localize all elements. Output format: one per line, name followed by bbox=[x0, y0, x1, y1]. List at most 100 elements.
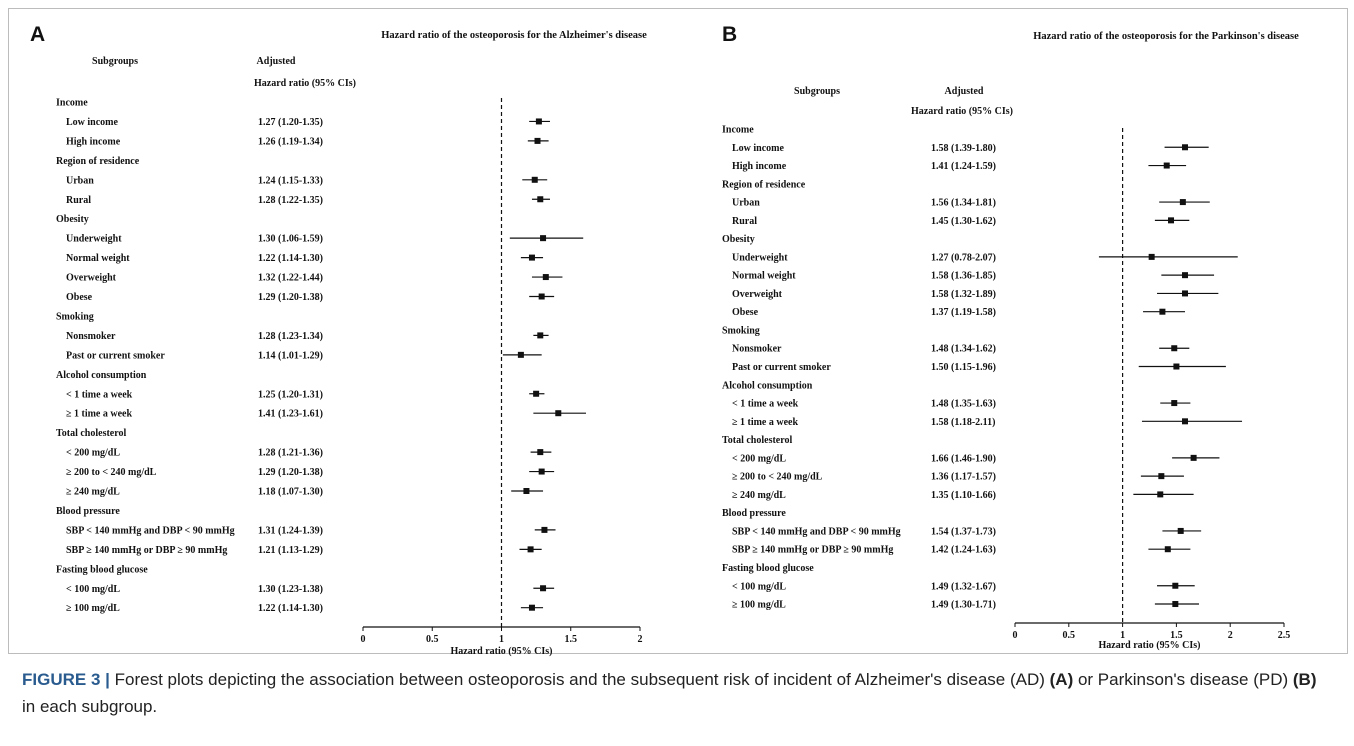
panel-b-row-label: Underweight bbox=[732, 252, 788, 263]
panel-b-row-label: Rural bbox=[732, 216, 757, 227]
panel-a-row-value: 1.25 (1.20-1.31) bbox=[258, 389, 323, 400]
panel-a-row-value: 1.31 (1.24-1.39) bbox=[258, 525, 323, 536]
panel-b-row-label: < 100 mg/dL bbox=[732, 581, 786, 592]
panel-b-group-header: Region of residence bbox=[722, 179, 806, 190]
panel-b-point-estimate bbox=[1173, 363, 1180, 370]
panel-b-row-value: 1.36 (1.17-1.57) bbox=[931, 472, 996, 483]
panel-a-point-estimate bbox=[528, 604, 535, 611]
panel-a-row-value: 1.27 (1.20-1.35) bbox=[258, 117, 323, 128]
panel-b-row-label: SBP < 140 mmHg and DBP < 90 mmHg bbox=[732, 526, 901, 537]
panel-a-point-estimate bbox=[537, 449, 544, 456]
panel-a-row-value: 1.29 (1.20-1.38) bbox=[258, 467, 323, 478]
panel-b-x-tick-label: 2.5 bbox=[1278, 630, 1291, 641]
panel-b-row-value: 1.58 (1.32-1.89) bbox=[931, 289, 996, 300]
panel-a-point-estimate bbox=[535, 118, 542, 125]
panel-b-row-label: Normal weight bbox=[732, 271, 796, 282]
panel-a-row-value: 1.24 (1.15-1.33) bbox=[258, 175, 323, 186]
panel-a-row-label: Rural bbox=[66, 195, 91, 206]
panel-a-row-value: 1.30 (1.23-1.38) bbox=[258, 584, 323, 595]
figure-caption: FIGURE 3 | Forest plots depicting the as… bbox=[22, 666, 1332, 720]
panel-a-row-label: Nonsmoker bbox=[66, 331, 116, 342]
panel-a-row-value: 1.22 (1.14-1.30) bbox=[258, 603, 323, 614]
panel-a-point-estimate bbox=[523, 488, 530, 494]
panel-a-row-value: 1.14 (1.01-1.29) bbox=[258, 350, 323, 361]
panel-b-row-value: 1.54 (1.37-1.73) bbox=[931, 526, 996, 537]
panel-a-row-label: ≥ 200 to < 240 mg/dL bbox=[66, 467, 157, 478]
panel-a-label: A bbox=[30, 23, 45, 46]
panel-b-row-value: 1.37 (1.19-1.58) bbox=[931, 307, 996, 318]
panel-a-row-value: 1.32 (1.22-1.44) bbox=[258, 273, 323, 284]
figure-frame bbox=[8, 8, 1348, 654]
panel-a-row-label: Underweight bbox=[66, 234, 122, 245]
panel-b-hr-column-header: Hazard ratio (95% CIs) bbox=[911, 106, 1013, 117]
panel-a-x-tick-label: 1.5 bbox=[565, 634, 578, 645]
panel-a-row-label: ≥ 240 mg/dL bbox=[66, 487, 120, 498]
panel-a-group-header: Income bbox=[56, 98, 88, 109]
panel-a-row-label: < 1 time a week bbox=[66, 389, 133, 400]
panel-a-group-header: Obesity bbox=[56, 214, 89, 225]
panel-a-row-label: < 200 mg/dL bbox=[66, 448, 120, 459]
panel-a-row-value: 1.26 (1.19-1.34) bbox=[258, 136, 323, 147]
panel-b-row-label: Nonsmoker bbox=[732, 344, 782, 355]
panel-a-row-value: 1.21 (1.13-1.29) bbox=[258, 545, 323, 556]
panel-a-row-label: Normal weight bbox=[66, 253, 130, 264]
panel-b-point-estimate bbox=[1190, 454, 1197, 461]
panel-b-point-estimate bbox=[1182, 272, 1189, 279]
panel-b-point-estimate bbox=[1182, 144, 1189, 151]
panel-a-row-label: SBP < 140 mmHg and DBP < 90 mmHg bbox=[66, 525, 235, 536]
panel-a-title: Hazard ratio of the osteoporosis for the… bbox=[381, 30, 647, 41]
panel-b-row-value: 1.66 (1.46-1.90) bbox=[931, 453, 996, 464]
panel-a-row-value: 1.41 (1.23-1.61) bbox=[258, 409, 323, 420]
panel-a-row-value: 1.28 (1.22-1.35) bbox=[258, 195, 323, 206]
panel-a-point-estimate bbox=[540, 585, 547, 592]
panel-a-group-header: Alcohol consumption bbox=[56, 370, 147, 381]
panel-a-row-label: Overweight bbox=[66, 273, 117, 284]
panel-b-row-value: 1.27 (0.78-2.07) bbox=[931, 252, 996, 263]
panel-a-x-tick-label: 1 bbox=[499, 634, 504, 645]
panel-b-row-value: 1.48 (1.34-1.62) bbox=[931, 344, 996, 355]
panel-b-row-label: SBP ≥ 140 mmHg or DBP ≥ 90 mmHg bbox=[732, 545, 893, 556]
panel-b-row-value: 1.56 (1.34-1.81) bbox=[931, 198, 996, 209]
panel-b-row-value: 1.45 (1.30-1.62) bbox=[931, 216, 996, 227]
panel-b-point-estimate bbox=[1164, 546, 1171, 553]
panel-a-adjusted-header: Adjusted bbox=[257, 56, 296, 67]
panel-a-point-estimate bbox=[537, 196, 544, 203]
panel-b-group-header: Fasting blood glucose bbox=[722, 563, 814, 574]
panel-a-row-label: SBP ≥ 140 mmHg or DBP ≥ 90 mmHg bbox=[66, 545, 227, 556]
caption-label-a: (A) bbox=[1049, 670, 1074, 689]
caption-label-b: (B) bbox=[1292, 670, 1317, 689]
panel-b-point-estimate bbox=[1171, 345, 1178, 352]
panel-a-group-header: Smoking bbox=[56, 311, 94, 322]
panel-b-row-label: ≥ 240 mg/dL bbox=[732, 490, 786, 501]
panel-a-point-estimate bbox=[517, 351, 524, 358]
panel-b-point-estimate bbox=[1177, 527, 1184, 534]
panel-b-point-estimate bbox=[1157, 491, 1164, 498]
panel-a-point-estimate bbox=[542, 274, 549, 281]
panel-b-x-tick-label: 0.5 bbox=[1063, 630, 1076, 641]
caption-text-1: Forest plots depicting the association b… bbox=[114, 670, 1045, 689]
panel-a-group-header: Region of residence bbox=[56, 156, 140, 167]
panel-b-row-value: 1.58 (1.36-1.85) bbox=[931, 271, 996, 282]
panel-a-row-label: Obese bbox=[66, 292, 93, 303]
panel-b-x-tick-label: 1 bbox=[1120, 630, 1125, 641]
panel-a-group-header: Blood pressure bbox=[56, 506, 120, 517]
panel-b-group-header: Total cholesterol bbox=[722, 435, 792, 446]
caption-figure-label: FIGURE 3 | bbox=[22, 670, 110, 689]
caption-text-2: or Parkinson's disease (PD) bbox=[1077, 670, 1289, 689]
panel-b-row-value: 1.35 (1.10-1.66) bbox=[931, 490, 996, 501]
panel-a-point-estimate bbox=[540, 235, 547, 242]
panel-a-row-value: 1.28 (1.21-1.36) bbox=[258, 448, 323, 459]
panel-a-row-value: 1.28 (1.23-1.34) bbox=[258, 331, 323, 342]
panel-a-group-header: Total cholesterol bbox=[56, 428, 126, 439]
panel-b-row-label: < 1 time a week bbox=[732, 399, 799, 410]
panel-b-adjusted-header: Adjusted bbox=[945, 86, 984, 97]
panel-a-point-estimate bbox=[527, 546, 534, 553]
panel-b-point-estimate bbox=[1163, 162, 1170, 169]
panel-b-label: B bbox=[722, 23, 737, 46]
panel-b-group-header: Blood pressure bbox=[722, 508, 786, 519]
panel-b-subgroups-header: Subgroups bbox=[794, 86, 840, 97]
panel-b-row-value: 1.42 (1.24-1.63) bbox=[931, 545, 996, 556]
panel-a-row-label: High income bbox=[66, 136, 121, 147]
panel-a-row-label: ≥ 100 mg/dL bbox=[66, 603, 120, 614]
panel-a-row-label: Low income bbox=[66, 117, 119, 128]
